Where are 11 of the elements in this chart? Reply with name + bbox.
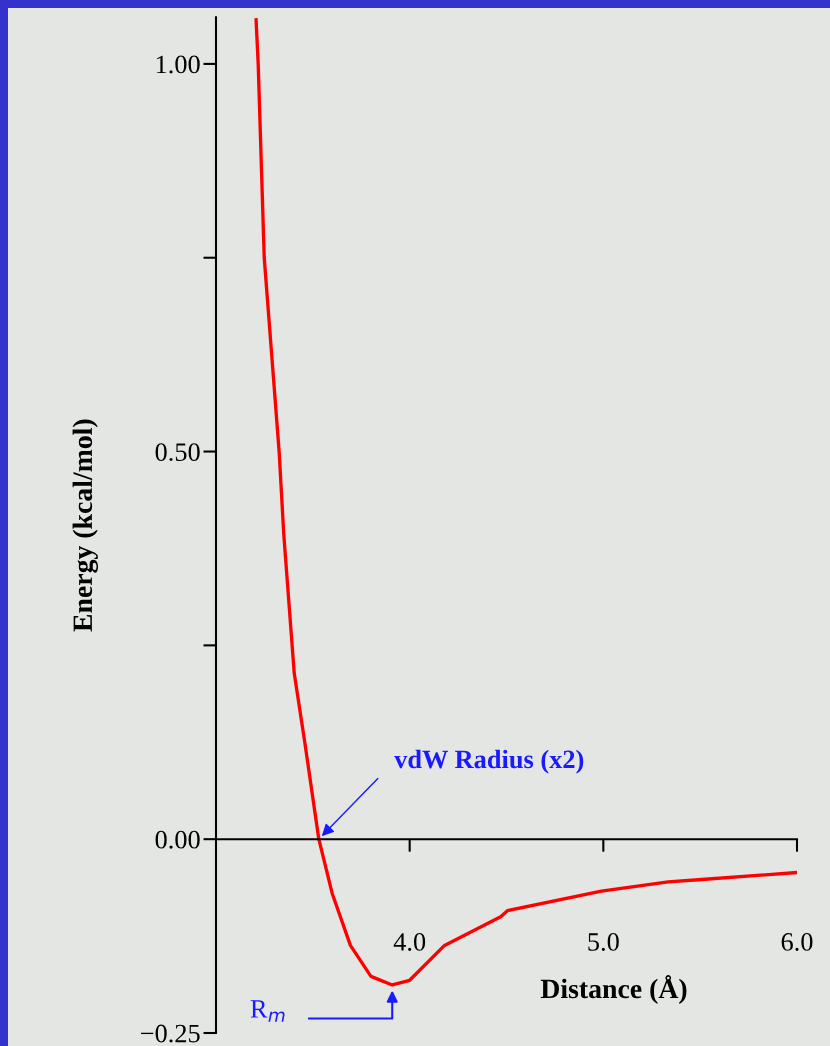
x-tick-label: 4.0 bbox=[393, 933, 426, 951]
y-tick-label: 0.50 bbox=[155, 443, 200, 462]
x-axis-title: Distance (Å) bbox=[540, 975, 687, 1004]
y-tick-label: 0.00 bbox=[155, 830, 200, 849]
y-axis-title: Energy (kcal/mol) bbox=[72, 419, 98, 632]
y-tick-label: −0.25 bbox=[140, 1024, 200, 1043]
x-tick-label: 6.0 bbox=[781, 933, 813, 951]
annotation: vdW Radius (x2) bbox=[394, 749, 584, 774]
x-tick-label: 5.0 bbox=[588, 933, 619, 951]
annotation: R$_{m}$ bbox=[250, 1000, 285, 1022]
y-tick-label: 1.00 bbox=[156, 55, 200, 74]
